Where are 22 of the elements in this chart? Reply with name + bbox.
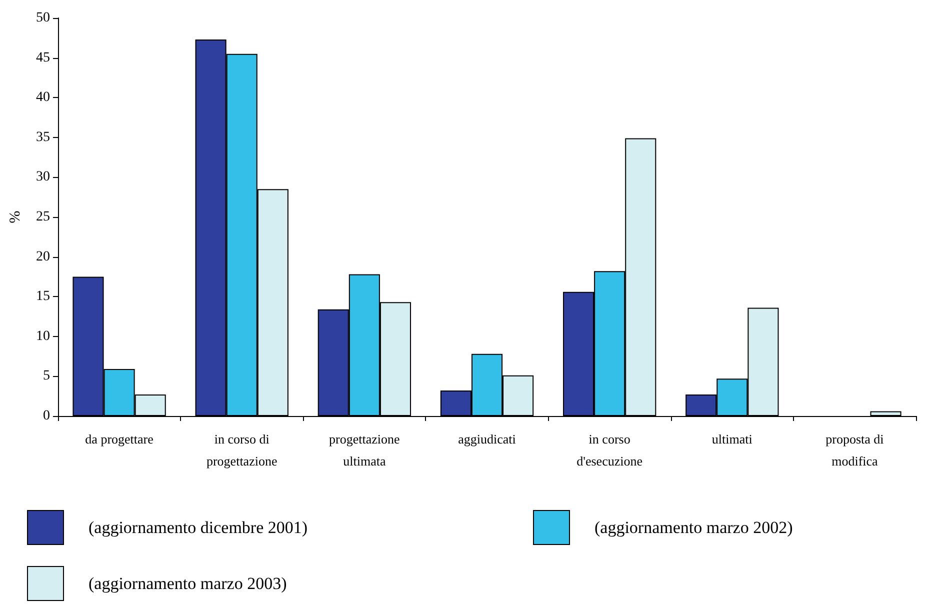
- x-tick-label: da progettare: [85, 432, 154, 446]
- y-tick-label: 40: [36, 90, 50, 106]
- y-tick-label: 25: [36, 210, 50, 224]
- y-axis-title: %: [8, 210, 24, 224]
- legend-label: (aggiornamento marzo 2003): [88, 574, 287, 593]
- y-tick-label: 45: [36, 50, 50, 66]
- y-tick-label: 35: [36, 130, 50, 145]
- y-tick-label: 20: [36, 249, 50, 264]
- x-tick-label: in corso di progettazione: [206, 432, 278, 468]
- y-tick-label: 50: [36, 10, 50, 26]
- x-tick-label: aggiudicati: [458, 432, 516, 446]
- legend-label: (aggiornamento marzo 2002): [594, 518, 793, 537]
- y-tick-label: 0: [43, 408, 50, 424]
- y-tick-label: 30: [36, 170, 50, 185]
- y-tick-label: 5: [43, 368, 50, 384]
- y-tick-label: 15: [36, 289, 50, 304]
- x-tick-label: proposta di modifica: [826, 432, 884, 468]
- x-tick-label: ultimati: [712, 432, 753, 446]
- y-tick-label: 10: [36, 328, 50, 344]
- x-tick-label: progettazione ultimata: [329, 432, 400, 468]
- legend-label: (aggiornamento dicembre 2001): [88, 518, 308, 537]
- x-tick-label: in corso d'esecuzione: [576, 432, 643, 468]
